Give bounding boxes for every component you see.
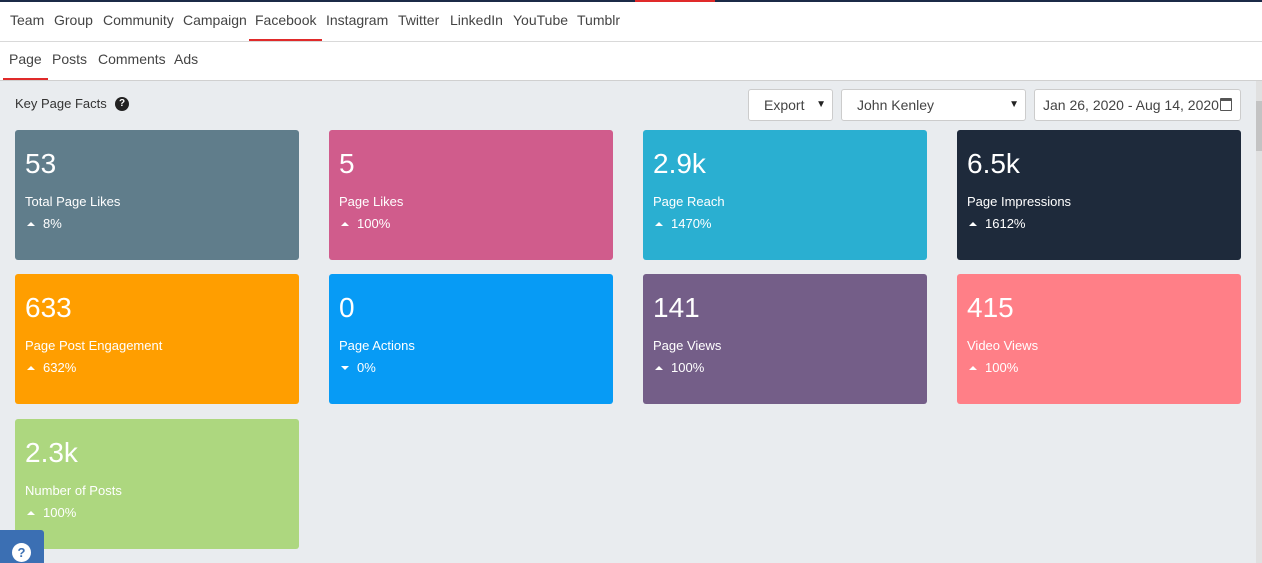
page-title: Key Page Facts (15, 96, 107, 111)
scrollbar-thumb[interactable] (1256, 101, 1262, 151)
metric-label: Page Reach (653, 194, 725, 209)
metric-change: 100% (43, 505, 77, 520)
tab-community[interactable]: Community (103, 12, 174, 28)
question-icon: ? (12, 543, 31, 562)
metric-card[interactable]: 6.5k Page Impressions 1612% (957, 130, 1241, 260)
user-select-value: John Kenley (857, 97, 935, 113)
metric-label: Page Actions (339, 338, 415, 353)
metric-trend: 100% (25, 505, 76, 520)
metric-label: Number of Posts (25, 483, 122, 498)
metric-change: 100% (985, 360, 1019, 375)
tab-campaign[interactable]: Campaign (183, 12, 247, 28)
user-select[interactable]: John Kenley ▼ (841, 89, 1026, 121)
metric-change: 1470% (671, 216, 712, 231)
metric-trend: 100% (653, 360, 704, 375)
metric-trend: 100% (967, 360, 1018, 375)
metric-card[interactable]: 2.3k Number of Posts 100% (15, 419, 299, 549)
caret-down-icon (341, 366, 349, 370)
tab-page[interactable]: Page (3, 42, 48, 80)
chevron-down-icon: ▼ (816, 99, 826, 110)
caret-up-icon (655, 366, 663, 370)
metric-card[interactable]: 415 Video Views 100% (957, 274, 1241, 404)
metric-change: 100% (671, 360, 705, 375)
chevron-down-icon: ▼ (1009, 99, 1019, 110)
metric-trend: 1470% (653, 216, 711, 231)
tab-comments[interactable]: Comments (98, 51, 166, 67)
caret-up-icon (655, 222, 663, 226)
scrollbar[interactable] (1256, 81, 1262, 563)
secondary-nav: Page Posts Comments Ads (0, 42, 1262, 81)
metric-value: 415 (967, 292, 1014, 323)
metric-label: Total Page Likes (25, 194, 121, 209)
metric-label: Video Views (967, 338, 1039, 353)
metric-value: 6.5k (967, 148, 1020, 179)
tab-instagram[interactable]: Instagram (326, 12, 389, 28)
metric-trend: 632% (25, 360, 76, 375)
top-accent-bar (0, 0, 1262, 2)
caret-up-icon (969, 366, 977, 370)
metric-label: Page Post Engagement (25, 338, 163, 353)
top-accent-segment (635, 0, 715, 2)
metric-card[interactable]: 0 Page Actions 0% (329, 274, 613, 404)
tab-twitter[interactable]: Twitter (398, 12, 440, 28)
metric-label: Page Impressions (967, 194, 1072, 209)
metric-change: 0% (357, 360, 376, 375)
caret-up-icon (27, 366, 35, 370)
help-icon[interactable]: ? (115, 97, 129, 111)
metric-label: Page Views (653, 338, 722, 353)
metric-card[interactable]: 5 Page Likes 100% (329, 130, 613, 260)
tab-ads[interactable]: Ads (174, 51, 199, 67)
caret-up-icon (27, 511, 35, 515)
date-range-value: Jan 26, 2020 - Aug 14, 2020 (1043, 97, 1219, 113)
tab-linkedin[interactable]: LinkedIn (450, 12, 503, 28)
metric-value: 633 (25, 292, 72, 323)
metric-value: 0 (339, 292, 355, 323)
export-label: Export (764, 97, 805, 113)
caret-up-icon (341, 222, 349, 226)
metric-trend: 1612% (967, 216, 1025, 231)
metric-change: 8% (43, 216, 62, 231)
tab-team[interactable]: Team (10, 12, 45, 28)
metric-value: 2.3k (25, 437, 78, 468)
metric-value: 2.9k (653, 148, 706, 179)
metric-card[interactable]: 53 Total Page Likes 8% (15, 130, 299, 260)
caret-up-icon (969, 222, 977, 226)
tab-posts[interactable]: Posts (52, 51, 88, 67)
metric-value: 53 (25, 148, 57, 179)
metric-card[interactable]: 633 Page Post Engagement 632% (15, 274, 299, 404)
metric-value: 5 (339, 148, 355, 179)
metric-value: 141 (653, 292, 700, 323)
tab-facebook[interactable]: Facebook (248, 2, 324, 41)
metric-trend: 8% (25, 216, 62, 231)
metric-change: 632% (43, 360, 77, 375)
date-range-picker[interactable]: Jan 26, 2020 - Aug 14, 2020 (1034, 89, 1241, 121)
metric-card[interactable]: 141 Page Views 100% (643, 274, 927, 404)
metric-change: 1612% (985, 216, 1026, 231)
tab-tumblr[interactable]: Tumblr (577, 12, 621, 28)
calendar-icon (1220, 98, 1232, 111)
metric-label: Page Likes (339, 194, 404, 209)
metric-trend: 0% (339, 360, 376, 375)
metric-trend: 100% (339, 216, 390, 231)
export-dropdown[interactable]: Export ▼ (748, 89, 833, 121)
tab-youtube[interactable]: YouTube (513, 12, 569, 28)
help-button[interactable]: ? (0, 530, 44, 563)
caret-up-icon (27, 222, 35, 226)
metric-change: 100% (357, 216, 391, 231)
metric-card[interactable]: 2.9k Page Reach 1470% (643, 130, 927, 260)
tab-group[interactable]: Group (54, 12, 93, 28)
primary-nav: Team Group Community Campaign Facebook I… (0, 2, 1262, 42)
